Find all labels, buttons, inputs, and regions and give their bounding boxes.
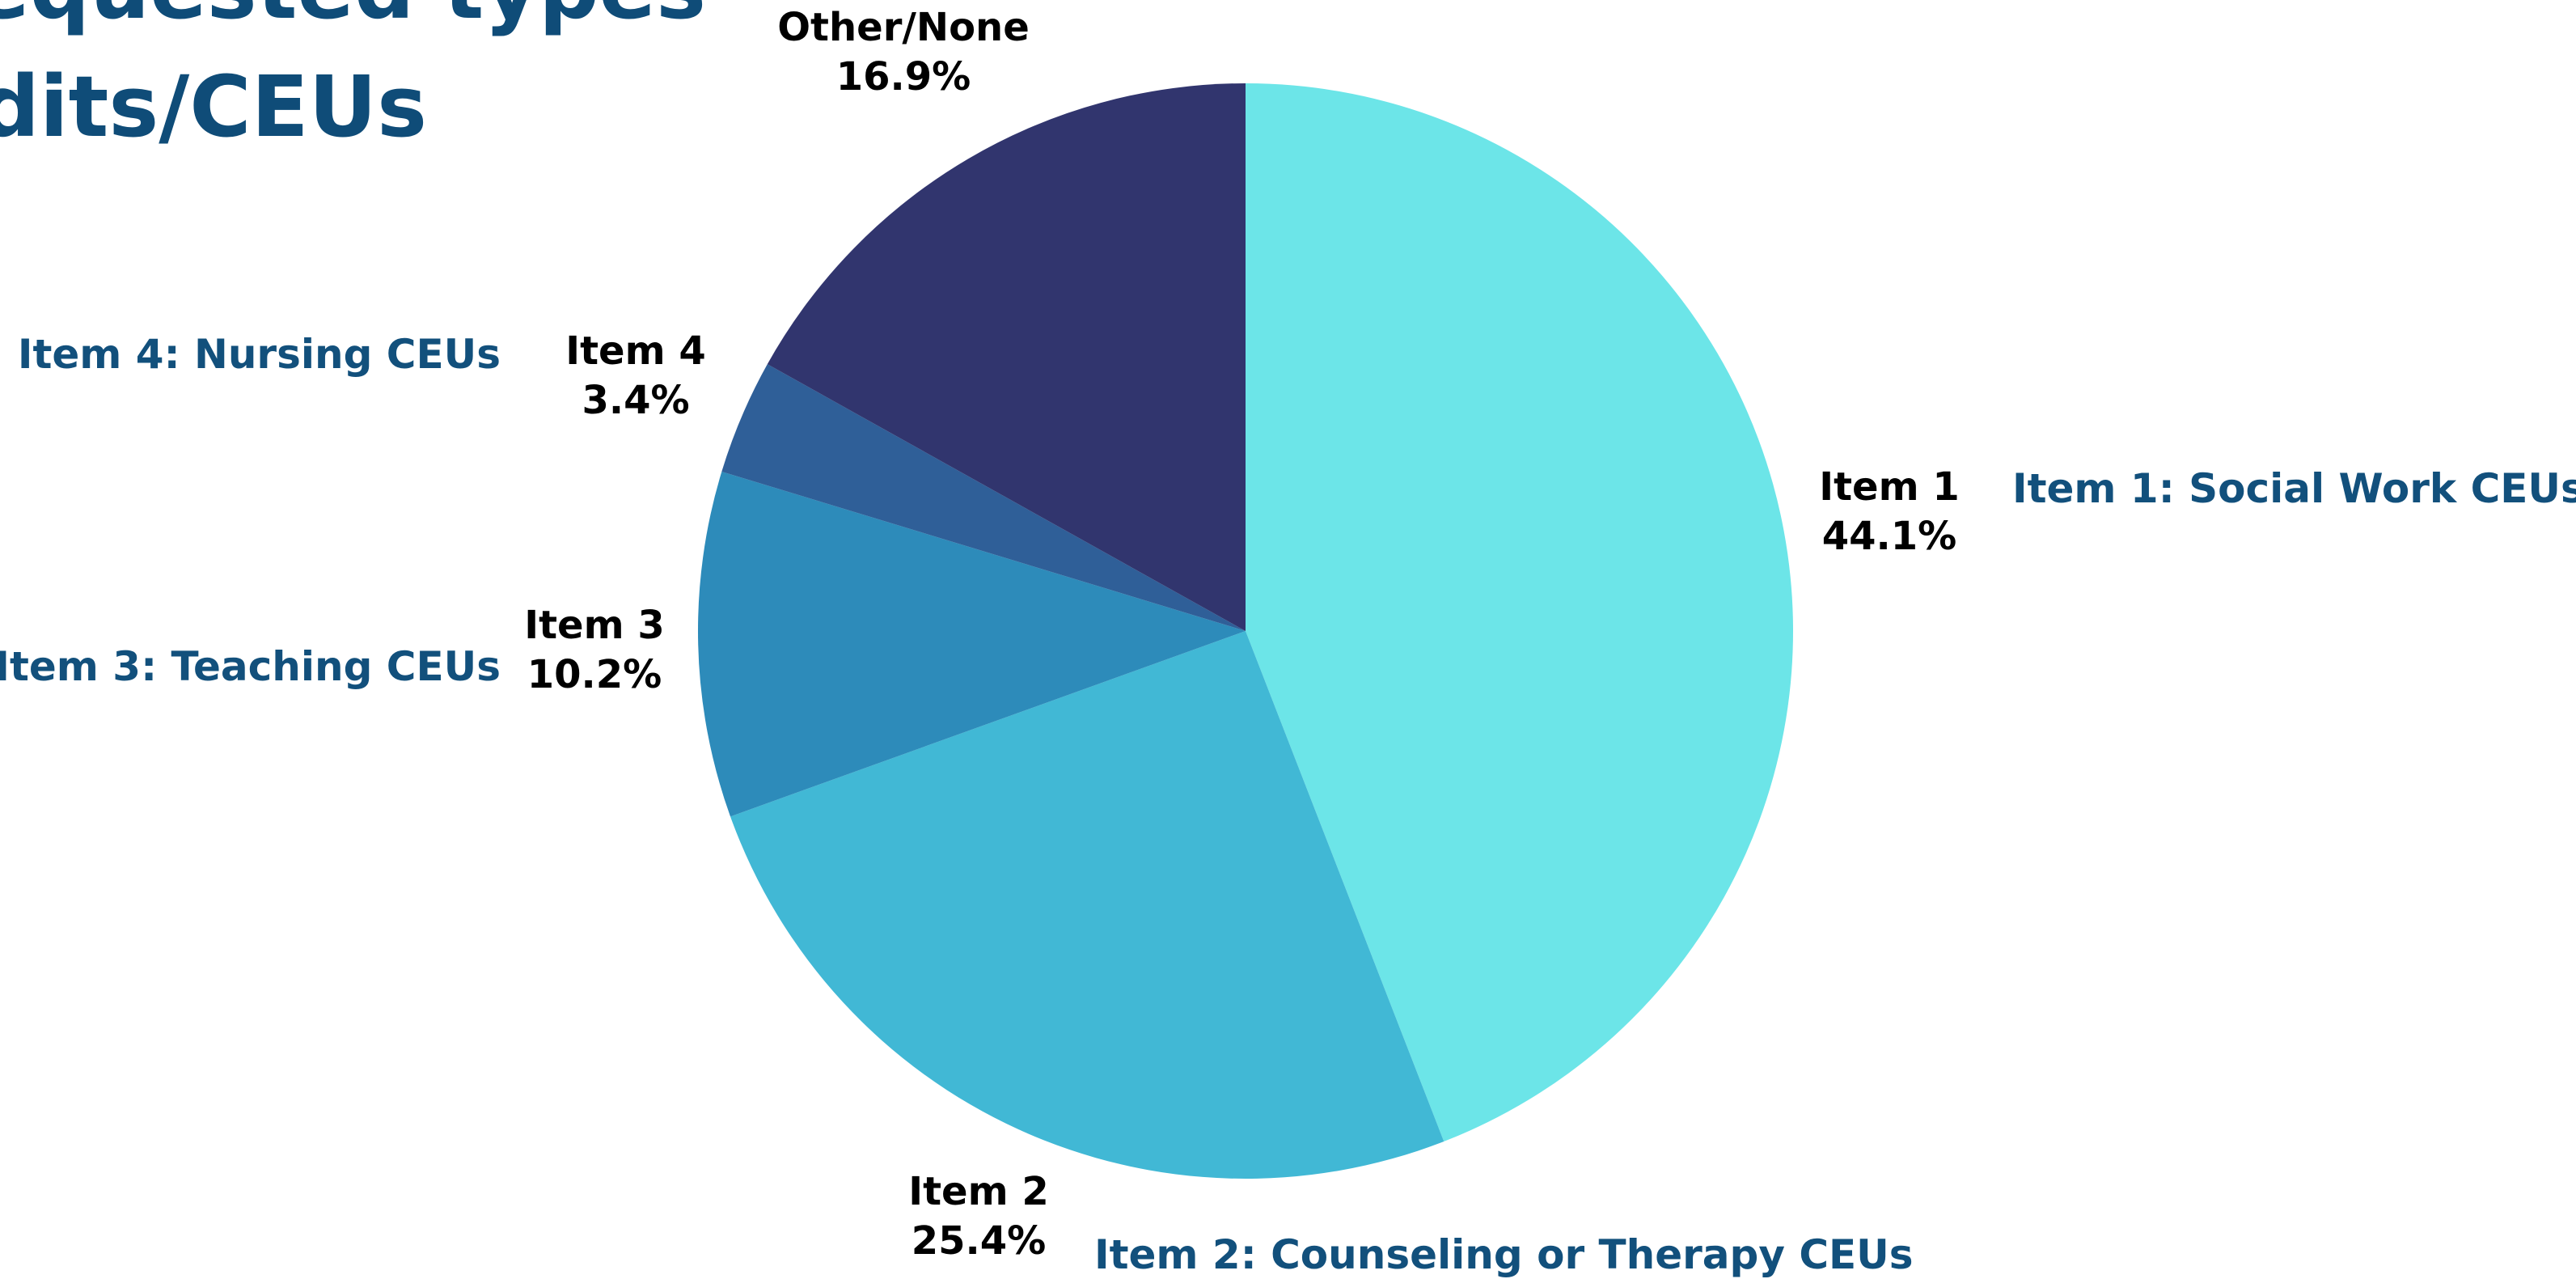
slice-value: 25.4% [912, 1218, 1047, 1264]
chart-title: Credits/CEUs [0, 57, 427, 156]
pie-slice [698, 471, 1246, 817]
slice-name: Item 3 [524, 603, 664, 648]
chart-title: Requested types [0, 0, 706, 38]
slice-description: Item 1: Social Work CEUs [2012, 465, 2576, 512]
slice-value: 3.4% [582, 378, 689, 423]
pie-slice [730, 631, 1445, 1179]
pie-slice [721, 364, 1246, 631]
pie-slice [1246, 83, 1793, 1142]
slice-name: Item 4 [565, 328, 705, 374]
pie-slice [767, 83, 1246, 631]
slice-name: Other/None [777, 5, 1030, 50]
slice-description: Item 4: Nursing CEUs [18, 331, 501, 378]
slice-description: Item 2: Counseling or Therapy CEUs [1094, 1231, 1914, 1278]
slice-value: 10.2% [527, 652, 662, 697]
labels: Item 144.1% Item 1: Social Work CEUs Item … [0, 5, 2576, 1278]
slice-description: Item 3: Teaching CEUs [0, 643, 501, 690]
slice-value: 44.1% [1822, 514, 1957, 559]
slice-name: Item 1 [1819, 464, 1959, 510]
slice-name: Item 2 [908, 1169, 1048, 1214]
slice-value: 16.9% [836, 54, 971, 100]
pie [698, 83, 1793, 1179]
